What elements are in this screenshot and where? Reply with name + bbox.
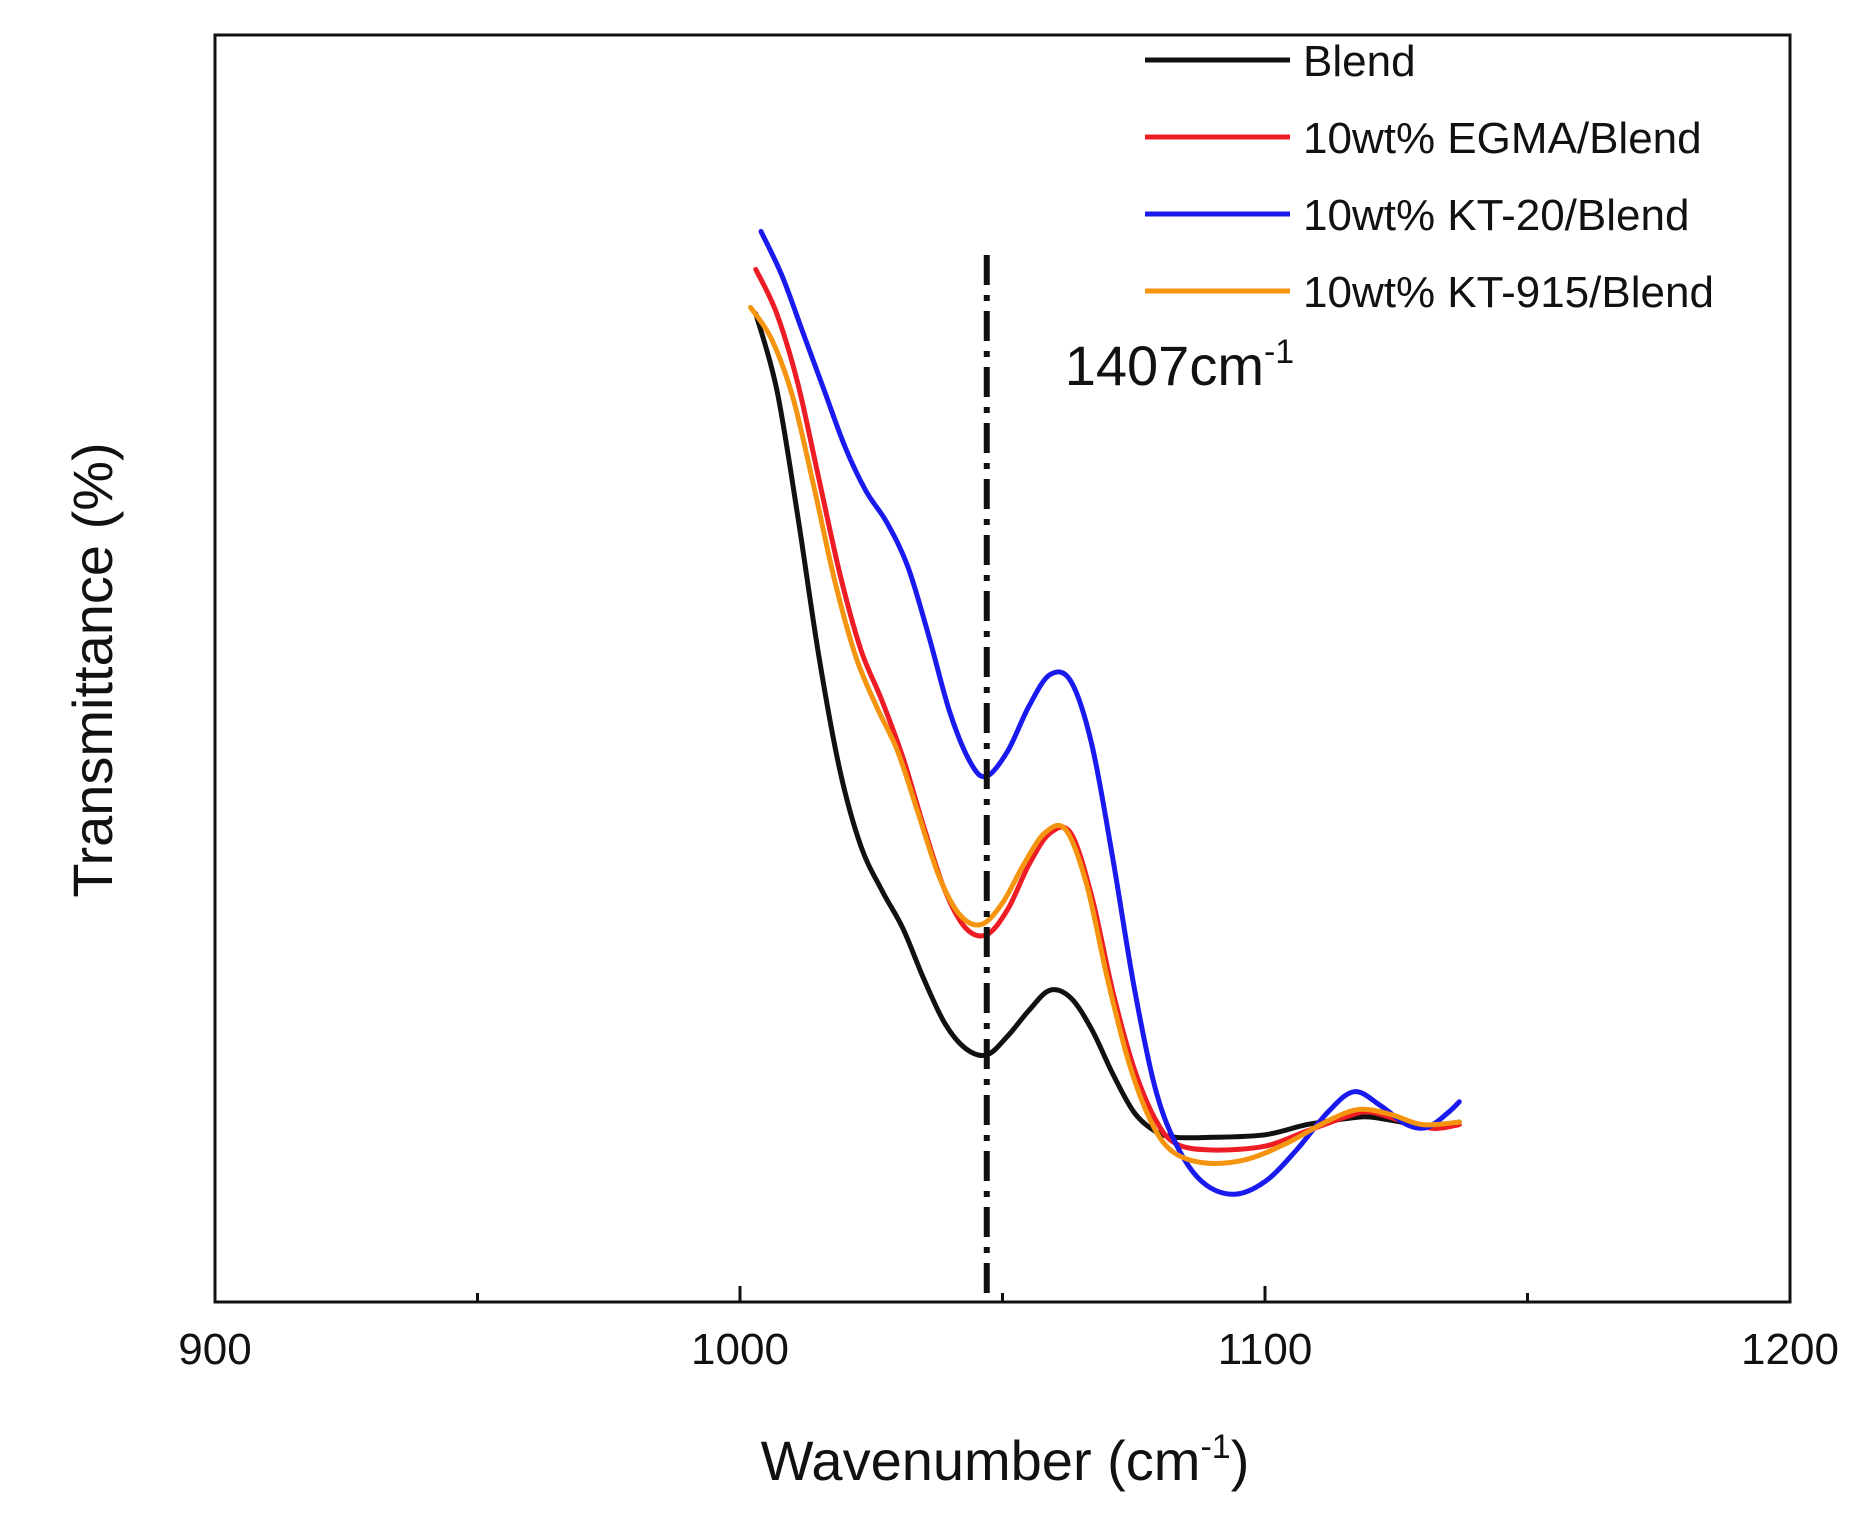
series-line-3 (758, 228, 1462, 1197)
x-tick-label: 900 (178, 1325, 251, 1374)
x-tick-label: 1200 (1741, 1325, 1839, 1374)
annotation-layer: 1407cm-1 (983, 255, 1294, 1302)
series-layer (748, 228, 1462, 1197)
peak-annotation: 1407cm-1 (1065, 333, 1294, 397)
legend: Blend 10wt% EGMA/Blend 10wt% KT-20/Blend 10… (1145, 37, 1714, 317)
legend-label-2: 10wt% EGMA/Blend (1303, 114, 1702, 163)
series-line-1 (753, 311, 1462, 1141)
y-axis-title: Transmittance (%) (61, 442, 124, 897)
x-axis-title: Wavenumber (cm-1) (761, 1428, 1250, 1492)
x-axis-title-text: Wavenumber (cm (761, 1429, 1201, 1492)
peak-annotation-superscript: -1 (1264, 333, 1294, 371)
peak-annotation-text: 1407cm (1065, 334, 1264, 397)
legend-label-3: 10wt% KT-20/Blend (1303, 191, 1689, 240)
series-line-2 (753, 266, 1462, 1153)
x-axis-title-superscript: -1 (1200, 1428, 1230, 1466)
legend-label-1: Blend (1303, 37, 1416, 86)
series-line-4 (748, 304, 1462, 1166)
x-tick-label: 1100 (1218, 1325, 1313, 1374)
x-axis-title-end: ) (1231, 1429, 1250, 1492)
legend-label-4: 10wt% KT-915/Blend (1303, 268, 1714, 317)
x-tick-label: 1000 (691, 1325, 789, 1374)
x-axis-ticks: 900 1000 1100 1200 (178, 1286, 1839, 1374)
